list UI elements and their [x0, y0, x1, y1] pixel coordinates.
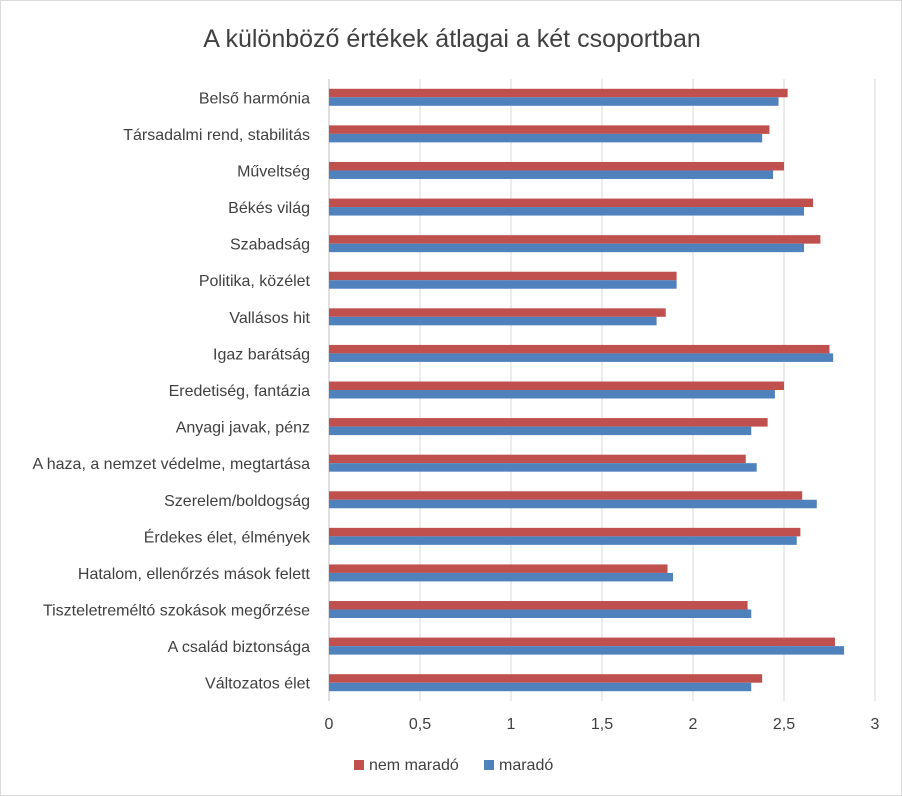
- bar-marado: [329, 170, 774, 179]
- bar-nem-marado: [329, 601, 748, 610]
- bar-nem-marado: [329, 88, 788, 98]
- bar-nem-marado: [329, 198, 814, 208]
- bar-marado: [329, 426, 752, 436]
- bars: [329, 88, 845, 692]
- chart-title: A különböző értékek átlagai a két csopor…: [203, 25, 701, 53]
- category-label: Változatos élet: [205, 676, 311, 693]
- category-label: Szabadság: [230, 237, 310, 254]
- bar-marado: [329, 536, 797, 545]
- bar-nem-marado: [329, 418, 768, 427]
- category-label: Műveltség: [237, 163, 310, 180]
- bar-nem-marado: [329, 308, 666, 317]
- category-label: A haza, a nemzet védelme, megtartása: [33, 456, 311, 473]
- category-label: Hatalom, ellenőrzés mások felett: [78, 566, 311, 583]
- bar-marado: [329, 572, 673, 582]
- category-label: Szerelem/boldogság: [164, 493, 310, 510]
- bar-nem-marado: [329, 381, 784, 390]
- legend-label: nem maradó: [369, 757, 459, 774]
- bar-nem-marado: [329, 344, 830, 354]
- bar-marado: [329, 682, 752, 692]
- category-label: Vallásos hit: [229, 310, 310, 327]
- x-tick-label: 2,5: [773, 716, 795, 733]
- bar-marado: [329, 207, 805, 216]
- bar-nem-marado: [329, 125, 770, 134]
- category-label: Politika, közélet: [199, 273, 311, 290]
- category-labels: Belső harmónia Társadalmi rend, stabilitá…: [33, 90, 311, 692]
- bar-nem-marado: [329, 491, 803, 500]
- bar-marado: [329, 97, 779, 106]
- x-tick-label: 2: [689, 716, 698, 733]
- bar-marado: [329, 499, 817, 509]
- category-label: Belső harmónia: [199, 90, 310, 107]
- bar-nem-marado: [329, 271, 677, 281]
- bar-marado: [329, 280, 677, 289]
- bar-marado: [329, 609, 752, 619]
- x-tick-label: 0,5: [409, 716, 431, 733]
- bar-marado: [329, 316, 657, 326]
- legend: nem maradó maradó: [354, 757, 553, 774]
- bar-nem-marado: [329, 527, 801, 537]
- legend-swatch: [484, 760, 494, 770]
- bar-nem-marado: [329, 454, 746, 464]
- bar-marado: [329, 390, 775, 399]
- bar-marado: [329, 243, 805, 253]
- x-tick-label: 1,5: [591, 716, 613, 733]
- bar-nem-marado: [329, 564, 668, 573]
- bar-marado: [329, 463, 757, 472]
- category-label: Társadalmi rend, stabilitás: [123, 127, 310, 144]
- category-label: Tiszteletreméltó szokások megőrzése: [43, 603, 310, 620]
- category-label: Békés világ: [228, 200, 310, 217]
- x-tick-label: 1: [507, 716, 516, 733]
- bar-marado: [329, 646, 845, 655]
- category-label: Igaz barátság: [213, 346, 310, 363]
- bar-nem-marado: [329, 161, 784, 171]
- legend-label: maradó: [499, 757, 553, 774]
- legend-swatch: [354, 760, 364, 770]
- bar-marado: [329, 133, 763, 143]
- bar-nem-marado: [329, 674, 763, 683]
- bar-nem-marado: [329, 235, 821, 244]
- category-label: Eredetiség, fantázia: [169, 383, 311, 400]
- category-label: A család biztonsága: [168, 639, 310, 656]
- x-tick-label: 3: [871, 716, 880, 733]
- bar-nem-marado: [329, 637, 835, 647]
- category-label: Anyagi javak, pénz: [176, 420, 310, 437]
- bar-marado: [329, 353, 834, 362]
- tick-labels: 0 0,5 1 1,5 2 2,5 3: [325, 716, 880, 733]
- category-label: Érdekes élet, élmények: [144, 527, 311, 546]
- x-tick-label: 0: [325, 716, 334, 733]
